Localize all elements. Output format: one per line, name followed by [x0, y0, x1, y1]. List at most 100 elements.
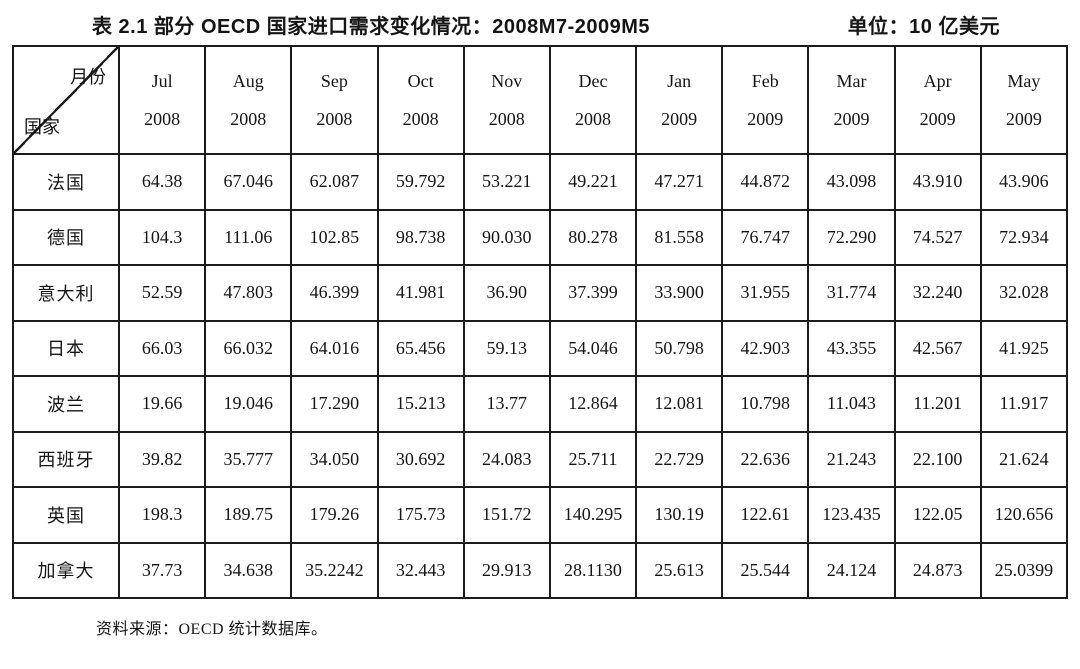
value-cell: 72.934 — [979, 208, 1069, 266]
value-cell: 25.0399 — [979, 541, 1069, 599]
value-cell: 34.050 — [290, 430, 379, 488]
value-cell: 54.046 — [548, 319, 638, 377]
value-cell: 22.100 — [893, 430, 982, 488]
source-note: 资料来源：OECD 统计数据库。 — [96, 621, 328, 638]
value-cell: 53.221 — [462, 153, 551, 211]
value-cell: 43.910 — [893, 153, 982, 211]
value-cell: 11.043 — [807, 375, 896, 433]
month-name: Jul — [151, 71, 173, 91]
value-cell: 151.72 — [462, 486, 551, 544]
value-cell: 36.90 — [462, 264, 551, 322]
value-cell: 81.558 — [635, 208, 724, 266]
country-name: 日本 — [12, 319, 120, 377]
value-cell: 35.2242 — [290, 541, 379, 599]
value-cell: 90.030 — [462, 208, 551, 266]
month-name: May — [1007, 71, 1041, 91]
value-cell: 104.3 — [117, 208, 207, 266]
table-row: 西班牙 39.82 35.777 34.050 30.692 24.083 25.711 22… — [12, 430, 1069, 488]
table-row: 日本 66.03 66.032 64.016 65.456 59.13 54.046 50.7… — [12, 319, 1069, 377]
value-cell: 41.981 — [376, 264, 465, 322]
value-cell: 59.13 — [462, 319, 551, 377]
value-cell: 37.399 — [548, 264, 638, 322]
month-year: 2008 — [488, 109, 525, 129]
value-cell: 72.290 — [807, 208, 896, 266]
month-year: 2009 — [919, 109, 956, 129]
value-cell: 52.59 — [117, 264, 207, 322]
value-cell: 47.271 — [635, 153, 724, 211]
value-cell: 28.1130 — [548, 541, 638, 599]
value-cell: 32.443 — [376, 541, 465, 599]
value-cell: 59.792 — [376, 153, 465, 211]
value-cell: 24.873 — [893, 541, 982, 599]
month-header-oct-2008: Oct 2008 — [376, 45, 465, 155]
value-cell: 30.692 — [376, 430, 465, 488]
value-cell: 11.917 — [979, 375, 1069, 433]
value-cell: 50.798 — [635, 319, 724, 377]
value-cell: 39.82 — [117, 430, 207, 488]
value-cell: 12.081 — [635, 375, 724, 433]
month-name: Feb — [751, 71, 779, 91]
value-cell: 42.903 — [721, 319, 810, 377]
value-cell: 175.73 — [376, 486, 465, 544]
month-header-feb-2009: Feb 2009 — [721, 45, 810, 155]
month-header-jul-2008: Jul 2008 — [117, 45, 207, 155]
table-row: 加拿大 37.73 34.638 35.2242 32.443 29.913 28.1130… — [12, 541, 1069, 599]
value-cell: 21.243 — [807, 430, 896, 488]
country-name: 德国 — [12, 208, 120, 266]
month-name: Sep — [320, 71, 348, 91]
value-cell: 49.221 — [548, 153, 638, 211]
country-name: 西班牙 — [12, 430, 120, 488]
table-row: 德国 104.3 111.06 102.85 98.738 90.030 80.278 81.… — [12, 208, 1069, 266]
value-cell: 64.016 — [290, 319, 379, 377]
value-cell: 24.083 — [462, 430, 551, 488]
month-name: Oct — [407, 71, 434, 91]
value-cell: 67.046 — [204, 153, 293, 211]
table-row: 英国 198.3 189.75 179.26 175.73 151.72 140.295 13… — [12, 486, 1069, 544]
value-cell: 198.3 — [117, 486, 207, 544]
value-cell: 12.864 — [548, 375, 638, 433]
month-year: 2009 — [661, 109, 698, 129]
month-name: Jan — [667, 71, 692, 91]
import-demand-table: 月份 国家 Jul 2008 Aug 2008 Sep 2008 Oct 2008 Nov 200… — [12, 45, 1069, 599]
value-cell: 32.240 — [893, 264, 982, 322]
value-cell: 140.295 — [548, 486, 638, 544]
value-cell: 19.66 — [117, 375, 207, 433]
value-cell: 11.201 — [893, 375, 982, 433]
value-cell: 130.19 — [635, 486, 724, 544]
value-cell: 62.087 — [290, 153, 379, 211]
value-cell: 25.544 — [721, 541, 810, 599]
value-cell: 22.636 — [721, 430, 810, 488]
value-cell: 66.032 — [204, 319, 293, 377]
table-title-bar: 表 2.1 部分 OECD 国家进口需求变化情况：2008M7-2009M5 单… — [12, 8, 1068, 45]
corner-month-label: 月份 — [70, 67, 106, 87]
value-cell: 42.567 — [893, 319, 982, 377]
month-year: 2008 — [230, 109, 267, 129]
value-cell: 31.774 — [807, 264, 896, 322]
table-row: 波兰 19.66 19.046 17.290 15.213 13.77 12.864 12.0… — [12, 375, 1069, 433]
month-year: 2008 — [574, 109, 611, 129]
table-row: 意大利 52.59 47.803 46.399 41.981 36.90 37.399 33.… — [12, 264, 1069, 322]
value-cell: 47.803 — [204, 264, 293, 322]
country-name: 加拿大 — [12, 541, 120, 599]
month-header-may-2009: May 2009 — [979, 45, 1069, 155]
value-cell: 10.798 — [721, 375, 810, 433]
value-cell: 65.456 — [376, 319, 465, 377]
value-cell: 19.046 — [204, 375, 293, 433]
value-cell: 64.38 — [117, 153, 207, 211]
value-cell: 189.75 — [204, 486, 293, 544]
month-year: 2009 — [1005, 109, 1042, 129]
value-cell: 43.906 — [979, 153, 1069, 211]
value-cell: 66.03 — [117, 319, 207, 377]
month-header-mar-2009: Mar 2009 — [807, 45, 896, 155]
value-cell: 44.872 — [721, 153, 810, 211]
value-cell: 76.747 — [721, 208, 810, 266]
table-header-row: 月份 国家 Jul 2008 Aug 2008 Sep 2008 Oct 2008 Nov 200… — [12, 45, 1069, 155]
value-cell: 74.527 — [893, 208, 982, 266]
value-cell: 120.656 — [979, 486, 1069, 544]
month-name: Dec — [578, 71, 608, 91]
month-header-aug-2008: Aug 2008 — [204, 45, 293, 155]
value-cell: 80.278 — [548, 208, 638, 266]
month-year: 2008 — [144, 109, 181, 129]
month-header-nov-2008: Nov 2008 — [462, 45, 551, 155]
